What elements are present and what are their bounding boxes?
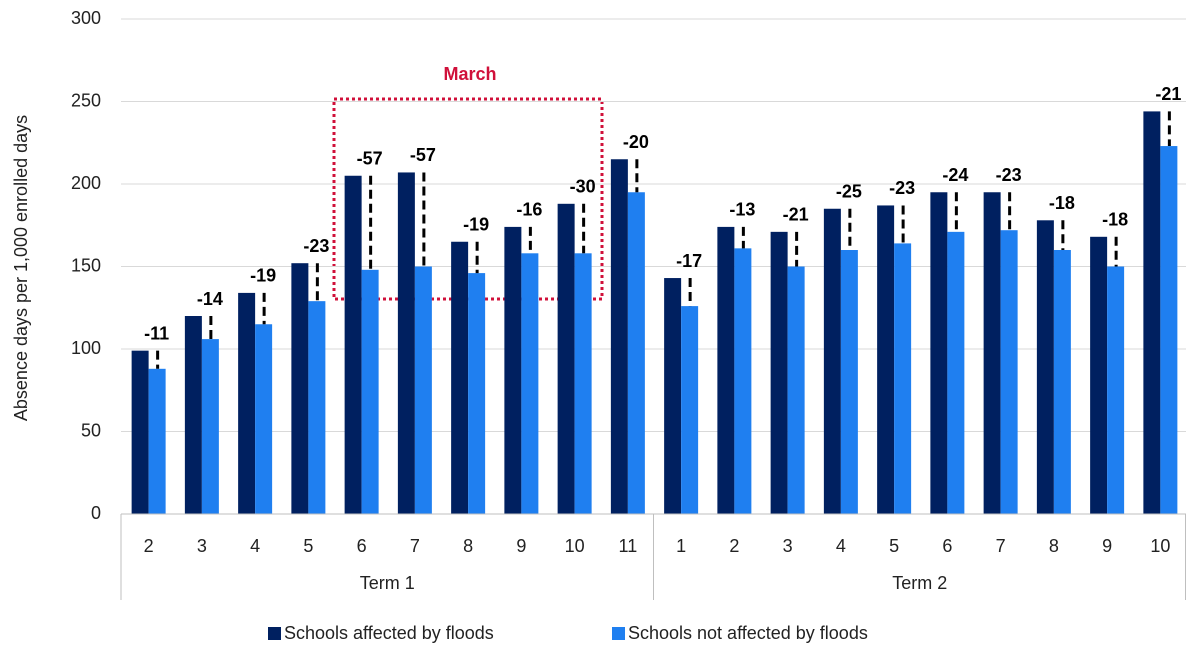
legend-label: Schools not affected by floods xyxy=(628,623,868,643)
y-tick-label: 250 xyxy=(71,90,101,110)
bar xyxy=(414,266,432,514)
difference-label: -14 xyxy=(197,289,223,309)
x-tick-label: 9 xyxy=(1102,536,1112,556)
bar xyxy=(148,368,166,514)
x-tick-label: 5 xyxy=(303,536,313,556)
x-tick-label: 9 xyxy=(516,536,526,556)
difference-label: -18 xyxy=(1049,193,1075,213)
difference-label: -23 xyxy=(996,165,1022,185)
x-tick-label: 7 xyxy=(996,536,1006,556)
group-label: Term 2 xyxy=(892,573,947,593)
bar xyxy=(840,250,858,514)
bar xyxy=(1000,230,1018,514)
difference-label: -25 xyxy=(836,182,862,202)
bar xyxy=(468,273,486,514)
bar xyxy=(1090,236,1108,515)
bar xyxy=(930,192,948,514)
bar xyxy=(1036,220,1054,515)
x-tick-label: 8 xyxy=(1049,536,1059,556)
bar xyxy=(131,350,149,514)
difference-label: -21 xyxy=(783,205,809,225)
bar xyxy=(734,248,752,514)
bar xyxy=(557,203,575,515)
difference-label: -57 xyxy=(357,149,383,169)
difference-label: -23 xyxy=(889,178,915,198)
bar xyxy=(664,278,682,514)
y-tick-label: 200 xyxy=(71,173,101,193)
annotation: March xyxy=(443,64,496,84)
bar xyxy=(521,253,539,515)
x-tick-label: 6 xyxy=(942,536,952,556)
x-tick-label: 1 xyxy=(676,536,686,556)
difference-label: -11 xyxy=(144,323,169,343)
bar xyxy=(947,231,965,514)
legend-swatch xyxy=(612,627,625,640)
bar xyxy=(291,263,309,514)
bar xyxy=(894,243,912,514)
x-tick-label: 7 xyxy=(410,536,420,556)
bar xyxy=(681,306,699,514)
bar xyxy=(451,241,469,514)
x-tick-label: 4 xyxy=(836,536,846,556)
x-tick-label: 10 xyxy=(1150,536,1170,556)
difference-label: -19 xyxy=(463,215,489,235)
difference-label: -30 xyxy=(570,177,596,197)
bar xyxy=(574,253,592,515)
x-tick-label: 10 xyxy=(565,536,585,556)
x-tick-label: 6 xyxy=(357,536,367,556)
x-tick-label: 3 xyxy=(783,536,793,556)
bar xyxy=(823,208,841,514)
bar xyxy=(361,269,379,514)
bar xyxy=(1160,146,1178,515)
bar xyxy=(238,292,256,514)
x-tick-label: 8 xyxy=(463,536,473,556)
legend-label: Schools affected by floods xyxy=(284,623,494,643)
x-tick-label: 2 xyxy=(144,536,154,556)
y-tick-label: 300 xyxy=(71,8,101,28)
x-tick-label: 3 xyxy=(197,536,207,556)
bar xyxy=(201,339,219,514)
bar xyxy=(787,266,805,514)
bar xyxy=(770,231,788,514)
bar xyxy=(983,192,1001,514)
difference-label: -21 xyxy=(1155,84,1181,104)
bar xyxy=(255,324,273,514)
difference-label: -19 xyxy=(250,266,276,286)
x-tick-label: 2 xyxy=(729,536,739,556)
y-tick-label: 150 xyxy=(71,255,101,275)
y-tick-label: 50 xyxy=(81,420,101,440)
bar xyxy=(610,159,628,514)
difference-label: -13 xyxy=(729,200,755,220)
y-axis-title: Absence days per 1,000 enrolled days xyxy=(11,115,31,421)
difference-label: -18 xyxy=(1102,210,1128,230)
difference-label: -16 xyxy=(516,200,542,220)
x-tick-label: 11 xyxy=(619,536,638,556)
x-tick-label: 4 xyxy=(250,536,260,556)
group-label: Term 1 xyxy=(360,573,415,593)
bar xyxy=(717,226,735,514)
bar xyxy=(877,205,895,514)
bar xyxy=(397,172,415,514)
legend-swatch xyxy=(268,627,281,640)
bar xyxy=(308,301,326,514)
y-tick-label: 0 xyxy=(91,503,101,523)
bar xyxy=(184,316,202,514)
difference-label: -17 xyxy=(676,251,702,271)
bar xyxy=(344,175,362,514)
bar xyxy=(1107,266,1125,514)
difference-label: -23 xyxy=(303,236,329,256)
bar xyxy=(1053,250,1071,514)
bar xyxy=(627,192,645,514)
difference-label: -57 xyxy=(410,145,436,165)
bar xyxy=(1143,111,1161,515)
difference-label: -24 xyxy=(942,165,968,185)
y-tick-label: 100 xyxy=(71,338,101,358)
difference-label: -20 xyxy=(623,132,649,152)
x-tick-label: 5 xyxy=(889,536,899,556)
bar xyxy=(504,226,522,514)
